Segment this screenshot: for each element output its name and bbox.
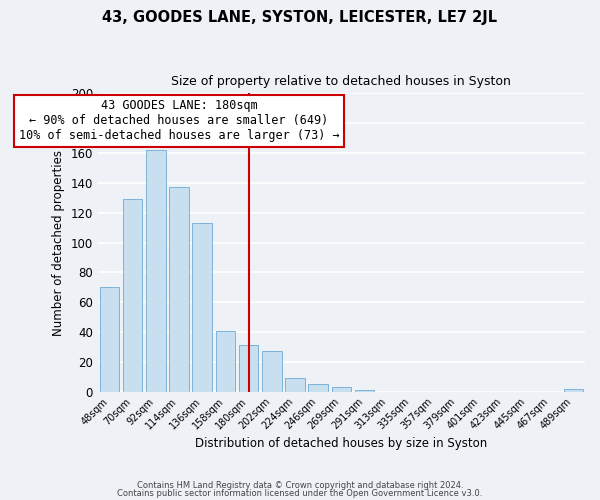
Bar — [262, 352, 281, 392]
Bar — [193, 223, 212, 392]
Text: Contains public sector information licensed under the Open Government Licence v3: Contains public sector information licen… — [118, 488, 482, 498]
Bar — [239, 346, 259, 392]
Text: 43, GOODES LANE, SYSTON, LEICESTER, LE7 2JL: 43, GOODES LANE, SYSTON, LEICESTER, LE7 … — [103, 10, 497, 25]
Y-axis label: Number of detached properties: Number of detached properties — [52, 150, 65, 336]
Bar — [332, 387, 351, 392]
Bar — [169, 188, 189, 392]
Bar — [100, 288, 119, 392]
X-axis label: Distribution of detached houses by size in Syston: Distribution of detached houses by size … — [195, 437, 488, 450]
Bar — [285, 378, 305, 392]
Bar — [308, 384, 328, 392]
Bar — [123, 199, 142, 392]
Bar — [215, 330, 235, 392]
Title: Size of property relative to detached houses in Syston: Size of property relative to detached ho… — [172, 75, 511, 88]
Bar — [355, 390, 374, 392]
Text: Contains HM Land Registry data © Crown copyright and database right 2024.: Contains HM Land Registry data © Crown c… — [137, 481, 463, 490]
Bar — [146, 150, 166, 392]
Bar — [563, 388, 583, 392]
Text: 43 GOODES LANE: 180sqm
← 90% of detached houses are smaller (649)
10% of semi-de: 43 GOODES LANE: 180sqm ← 90% of detached… — [19, 100, 340, 142]
